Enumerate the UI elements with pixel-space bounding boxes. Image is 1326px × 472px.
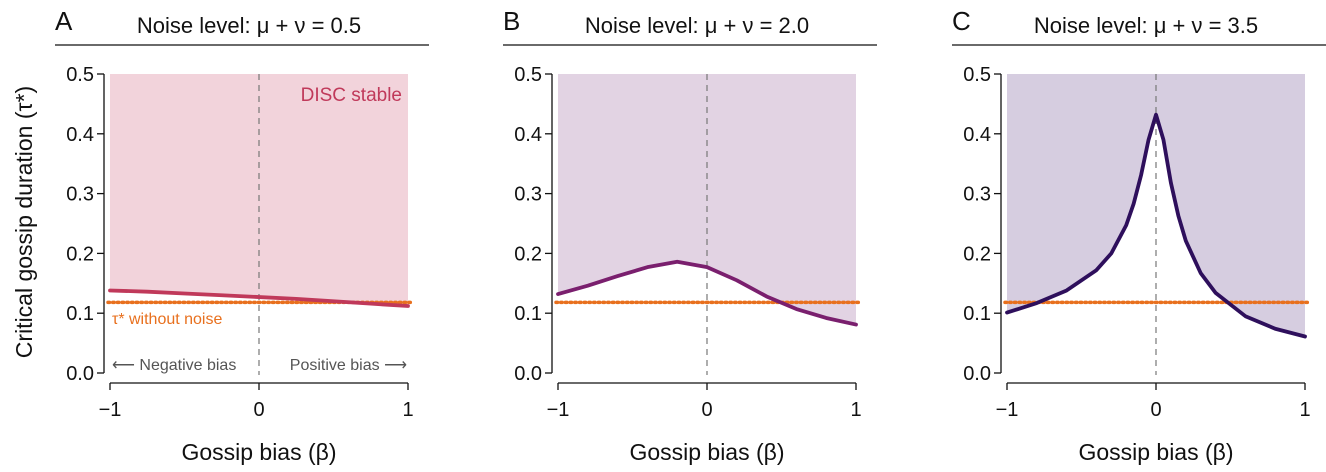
y-tick-label: 0.2 <box>66 243 94 265</box>
x-tick-label: 1 <box>850 399 861 421</box>
x-tick-label: −1 <box>996 399 1019 421</box>
y-tick-label: 0.0 <box>66 363 94 385</box>
critical-duration-curve <box>1005 112 1307 339</box>
y-tick-label: 0.3 <box>66 184 94 206</box>
panel-letter: B <box>503 6 520 36</box>
x-tick-label: 0 <box>253 399 264 421</box>
panel-title: Noise level: μ + ν = 0.5 <box>137 13 361 38</box>
y-tick-label: 0.0 <box>514 363 542 385</box>
y-tick-label: 0.4 <box>514 124 542 146</box>
x-tick-label: −1 <box>547 399 570 421</box>
y-tick-label: 0.5 <box>66 64 94 86</box>
y-tick-label: 0.4 <box>66 124 94 146</box>
y-tick-label: 0.5 <box>963 64 991 86</box>
x-tick-label: 1 <box>1299 399 1310 421</box>
y-tick-label: 0.2 <box>514 243 542 265</box>
baseline-label: τ* without noise <box>112 311 222 328</box>
y-tick-label: 0.3 <box>963 184 991 206</box>
critical-duration-curve <box>108 288 410 308</box>
y-tick-label: 0.4 <box>963 124 991 146</box>
x-tick-label: 0 <box>1150 399 1161 421</box>
y-tick-label: 0.0 <box>963 363 991 385</box>
panel-title: Noise level: μ + ν = 2.0 <box>585 13 809 38</box>
y-tick-label: 0.1 <box>514 303 542 325</box>
panel-letter: C <box>952 6 971 36</box>
panel-c: C Noise level: μ + ν = 3.5 0.0 0.1 0.2 0.3 0.4… <box>952 6 1326 465</box>
x-axis-label: Gossip bias (β) <box>181 439 336 465</box>
y-tick-label: 0.1 <box>963 303 991 325</box>
negative-bias-label: ⟵ Negative bias <box>112 357 236 374</box>
x-tick-label: −1 <box>99 399 122 421</box>
y-tick-label: 0.3 <box>514 184 542 206</box>
panel-letter: A <box>55 6 73 36</box>
y-tick-label: 0.5 <box>514 64 542 86</box>
y-axis-label: Critical gossip duration (τ*) <box>11 86 37 358</box>
x-axis-label: Gossip bias (β) <box>629 439 784 465</box>
panel-a: A Noise level: μ + ν = 0.5 0.0 0.1 0.2 0.3 0.4… <box>55 6 429 465</box>
disc-stable-label: DISC stable <box>301 85 402 106</box>
x-tick-label: 0 <box>701 399 712 421</box>
panel-b: B Noise level: μ + ν = 2.0 0.0 0.1 0.2 0.3 0.4… <box>503 6 877 465</box>
positive-bias-label: Positive bias ⟶ <box>290 357 407 374</box>
y-tick-label: 0.2 <box>963 243 991 265</box>
stable-region <box>110 74 408 307</box>
x-tick-label: 1 <box>402 399 413 421</box>
panel-title: Noise level: μ + ν = 3.5 <box>1034 13 1258 38</box>
critical-duration-curve <box>556 259 858 327</box>
stable-region <box>1007 74 1305 337</box>
y-tick-label: 0.1 <box>66 303 94 325</box>
x-axis-label: Gossip bias (β) <box>1078 439 1233 465</box>
